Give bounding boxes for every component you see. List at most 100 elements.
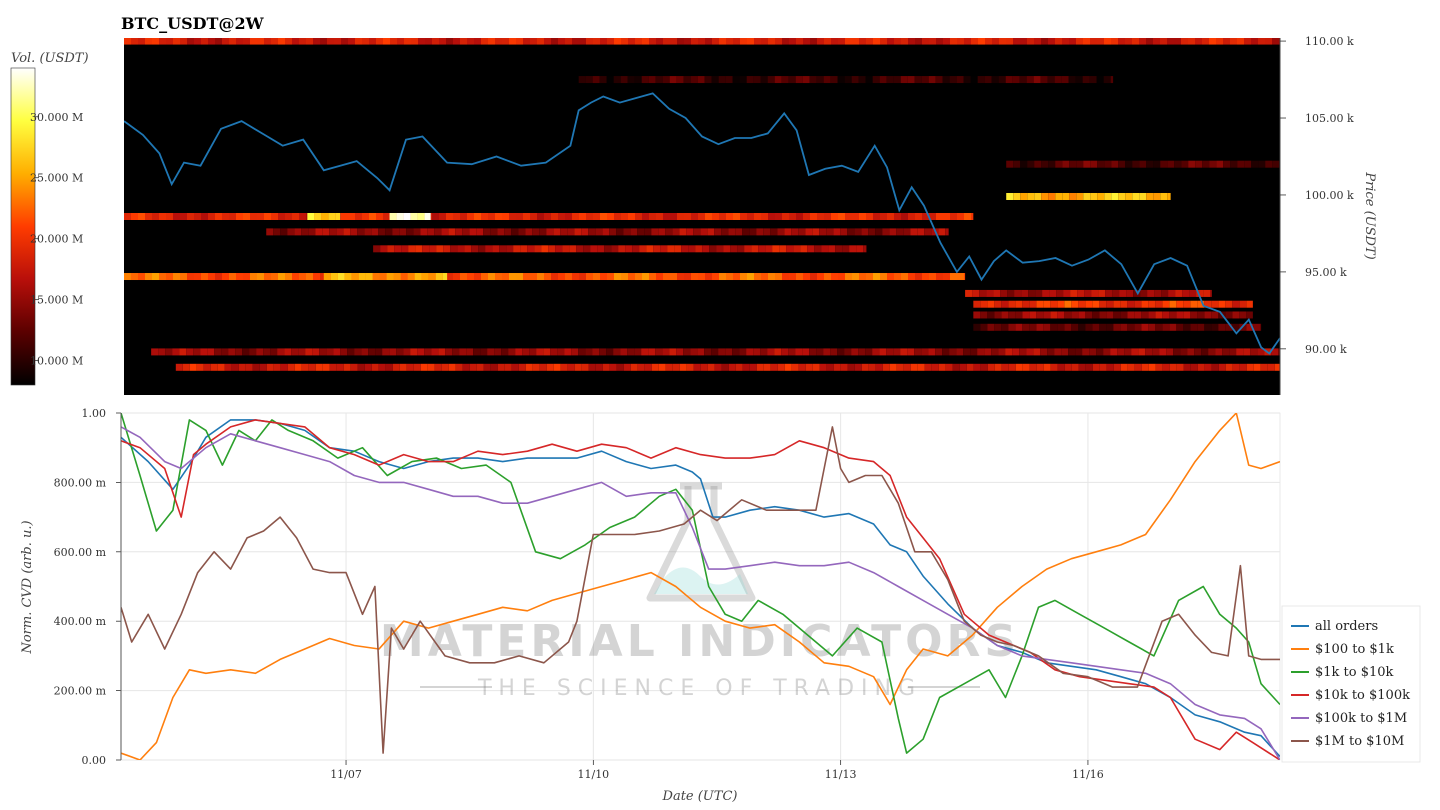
heatmap-cell (1064, 300, 1072, 308)
colorbar-tick-label: 20.000 M (30, 233, 83, 246)
heatmap-cell (700, 228, 708, 236)
heatmap-cell (963, 76, 971, 84)
heatmap-cell (1055, 38, 1062, 45)
heatmap-cell (781, 348, 789, 356)
heatmap-cell (1253, 363, 1261, 371)
heatmap-cell (1225, 363, 1233, 371)
heatmap-cell (639, 245, 647, 253)
heatmap-cell (236, 273, 243, 281)
heatmap-cell (725, 348, 733, 356)
cvd-series-line (121, 413, 1280, 754)
heatmap-cell (1028, 289, 1036, 297)
heatmap-cell (747, 213, 754, 220)
heatmap-cell (861, 228, 869, 236)
heatmap-cell (308, 363, 316, 371)
heatmap-cell (1148, 323, 1156, 331)
heatmap-cell (285, 273, 292, 281)
heatmap-cell (628, 273, 635, 281)
heatmap-cell (180, 213, 187, 220)
heatmap-cell (1071, 323, 1079, 331)
heatmap-cell (758, 245, 766, 253)
heatmap-cell (435, 273, 443, 281)
heatmap-cell (1197, 363, 1205, 371)
heatmap-cell (1014, 289, 1022, 297)
heatmap-cell (991, 348, 999, 356)
heatmap-cell (334, 38, 341, 45)
heatmap-cell (1019, 348, 1027, 356)
x-tick-label: 11/10 (577, 768, 609, 781)
heatmap-cell (1069, 38, 1076, 45)
heatmap-cell (284, 348, 292, 356)
heatmap-cell (830, 76, 838, 84)
heatmap-cell (523, 213, 530, 220)
heatmap-cell (1111, 38, 1118, 45)
heatmap-cell (973, 363, 981, 371)
heatmap-cell (1042, 289, 1050, 297)
heatmap-cell (844, 76, 852, 84)
heatmap-cell (1036, 311, 1044, 319)
heatmap-cell (945, 363, 953, 371)
heatmap-cell (826, 363, 834, 371)
heatmap-cell (973, 323, 981, 331)
heatmap-cell (1211, 323, 1219, 331)
heatmap-cell (1134, 363, 1142, 371)
heatmap-cell (1278, 348, 1280, 356)
heatmap-cell (816, 76, 824, 84)
heatmap-cell (893, 348, 901, 356)
heatmap-cell (536, 348, 544, 356)
heatmap-cell (859, 273, 866, 281)
heatmap-cell (1015, 323, 1023, 331)
heatmap-cell (677, 213, 684, 220)
heatmap-cell (726, 273, 733, 281)
heatmap-cell (641, 348, 649, 356)
heatmap-cell (1162, 311, 1170, 319)
heatmap-cell (786, 245, 794, 253)
heatmap-cell (322, 363, 330, 371)
cvd-panel: MATERIAL INDICATORS THE SCIENCE OF TRADI… (20, 407, 1421, 804)
heatmap-cell (1020, 192, 1028, 200)
heatmap-cell (718, 348, 726, 356)
cvd-series-line (121, 426, 1280, 754)
heatmap-cell (544, 38, 551, 45)
heatmap-cell (166, 213, 173, 220)
heatmap-cell (1223, 38, 1230, 45)
heatmap-cell (1204, 311, 1212, 319)
heatmap-cell (994, 363, 1002, 371)
heatmap-cell (354, 348, 362, 356)
heatmap-cell (712, 38, 719, 45)
heatmap-cell (1071, 300, 1079, 308)
heatmap-cell (494, 348, 502, 356)
heatmap-cell (428, 273, 436, 281)
heatmap-cell (1152, 348, 1160, 356)
heatmap-cell (1000, 289, 1008, 297)
heatmap-cell (868, 228, 876, 236)
heatmap-cell (131, 273, 138, 281)
heatmap-cell (488, 38, 495, 45)
heatmap-cell (525, 228, 533, 236)
heatmap-cell (1048, 192, 1056, 200)
heatmap-cell (446, 213, 453, 220)
heatmap-cell (614, 273, 621, 281)
heatmap-cell (285, 38, 292, 45)
heatmap-cell (866, 38, 873, 45)
heatmap-cell (950, 213, 957, 220)
heatmap-cell (924, 228, 932, 236)
heatmap-cell (564, 348, 572, 356)
heatmap-cell (1146, 160, 1154, 168)
heatmap-cell (386, 273, 394, 281)
heatmap-cell (562, 245, 570, 253)
heatmap-cell (702, 245, 710, 253)
heatmap-cell (621, 273, 628, 281)
heatmap-cell (823, 76, 831, 84)
heatmap-cell (964, 213, 971, 220)
heatmap-cell (1183, 323, 1191, 331)
heatmap-cell (326, 348, 334, 356)
heatmap-cell (511, 363, 519, 371)
heatmap-cell (186, 348, 194, 356)
heatmap-cell (740, 273, 747, 281)
heatmap-cell (1098, 289, 1106, 297)
heatmap-cell (1106, 323, 1114, 331)
heatmap-cell (1182, 289, 1190, 297)
heatmap-cell (424, 348, 432, 356)
heatmap-cell (1161, 289, 1169, 297)
